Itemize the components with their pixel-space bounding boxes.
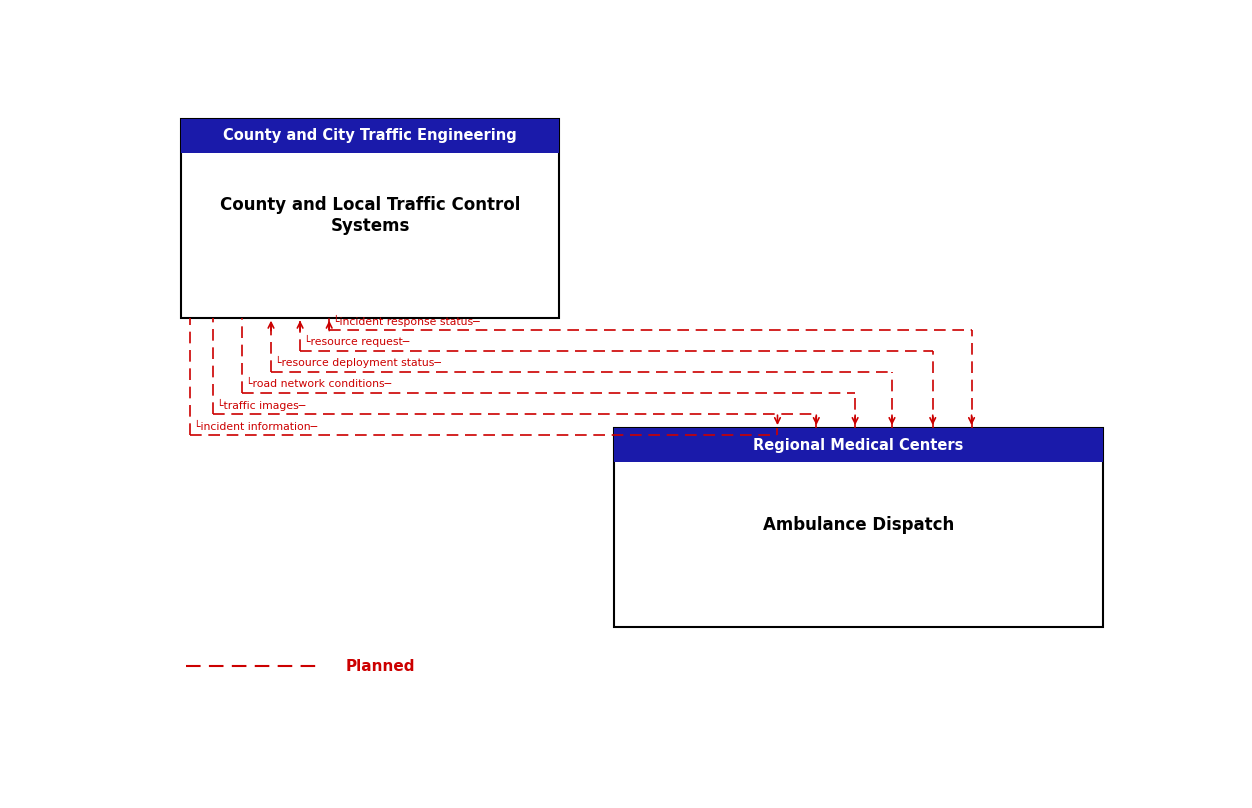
Bar — [615, 428, 1103, 627]
Text: Planned: Planned — [346, 659, 416, 674]
Bar — [615, 428, 1103, 462]
Text: County and City Traffic Engineering: County and City Traffic Engineering — [223, 128, 517, 143]
Bar — [180, 119, 560, 318]
Text: └road network conditions─: └road network conditions─ — [245, 379, 391, 389]
Text: └incident information─: └incident information─ — [194, 422, 318, 431]
Text: └resource request─: └resource request─ — [304, 335, 409, 347]
Text: Regional Medical Centers: Regional Medical Centers — [754, 438, 964, 452]
Text: County and Local Traffic Control
Systems: County and Local Traffic Control Systems — [220, 196, 520, 235]
Text: └incident response status─: └incident response status─ — [333, 314, 480, 326]
Text: └resource deployment status─: └resource deployment status─ — [275, 356, 441, 368]
Text: └traffic images─: └traffic images─ — [217, 398, 305, 410]
Text: Ambulance Dispatch: Ambulance Dispatch — [762, 516, 954, 534]
Bar — [180, 119, 560, 153]
